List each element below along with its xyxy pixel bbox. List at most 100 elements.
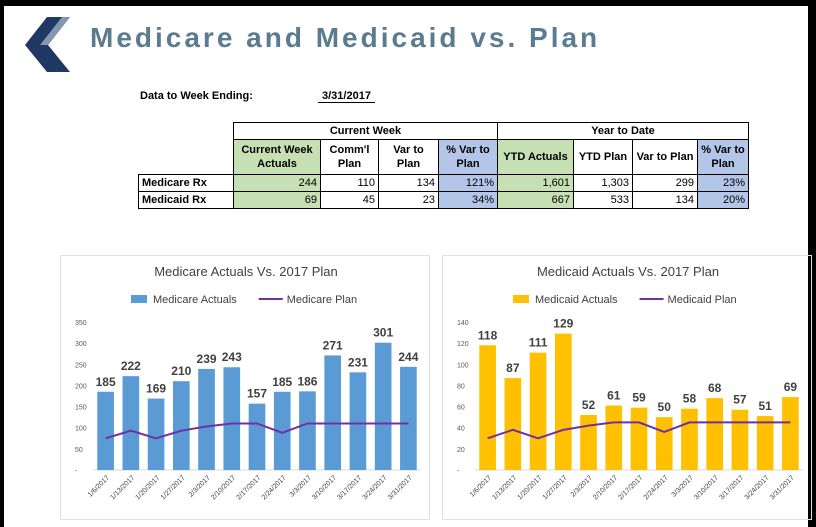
y-tick-label: 100	[457, 362, 469, 369]
x-tick-label: 1/13/2017	[491, 474, 518, 501]
data-label: 51	[758, 399, 772, 413]
x-tick-label: 2/10/2017	[592, 474, 619, 501]
logo-shade	[40, 17, 70, 45]
x-tick-label: 2/10/2017	[210, 474, 237, 501]
bar	[681, 408, 698, 470]
data-label: 129	[553, 317, 573, 331]
summary-table: Current Week Year to Date Current Week Act…	[138, 122, 749, 209]
row-label: Medicare Rx	[138, 174, 234, 192]
x-tick-label: 3/10/2017	[311, 474, 338, 501]
y-tick-label: 120	[457, 341, 469, 348]
y-tick-label: 350	[75, 320, 87, 327]
bar	[400, 366, 417, 470]
data-label: 210	[171, 364, 191, 378]
cell: 1,303	[573, 174, 633, 192]
cell: 667	[497, 191, 574, 209]
chart: Medicaid Actuals Vs. 2017 Plan Medicaid A…	[457, 264, 803, 501]
column-header: % Var to Plan	[438, 139, 498, 175]
x-tick-label: 3/31/2017	[769, 474, 796, 501]
bar	[198, 368, 215, 470]
bar	[324, 355, 342, 470]
group-header: Current Week	[233, 122, 498, 140]
y-tick-label: 300	[75, 341, 87, 348]
bar	[248, 403, 266, 470]
cell: 69	[233, 191, 321, 209]
bar	[273, 391, 291, 470]
data-label: 111	[529, 336, 548, 350]
data-label: 157	[247, 387, 267, 401]
line	[105, 422, 409, 440]
x-tick-label: 3/24/2017	[744, 474, 771, 501]
data-label: 185	[96, 375, 116, 389]
cell: 45	[320, 191, 379, 209]
x-tick-label: 2/17/2017	[617, 474, 644, 501]
group-header: Year to Date	[497, 122, 749, 140]
data-label: 239	[197, 352, 217, 366]
legend-label: Medicaid Actuals	[535, 294, 618, 306]
y-tick-label: -	[75, 468, 78, 475]
x-tick-label: 1/20/2017	[517, 474, 544, 501]
chart: Medicare Actuals Vs. 2017 Plan Medicare A…	[75, 264, 421, 501]
bar	[554, 333, 572, 470]
x-tick-label: 3/17/2017	[718, 474, 745, 501]
data-label: 57	[733, 393, 747, 407]
x-tick-label: 3/3/2017	[289, 474, 313, 498]
y-tick-label: 50	[75, 447, 83, 454]
data-label: 69	[784, 380, 798, 394]
y-tick-label: 100	[75, 426, 87, 433]
y-tick-label: 60	[457, 405, 465, 412]
cell: 1,601	[497, 174, 574, 192]
y-tick-label: 150	[75, 405, 87, 412]
bar	[349, 372, 367, 470]
x-tick-label: 3/3/2017	[671, 474, 695, 498]
data-label: 118	[478, 328, 498, 342]
data-label: 185	[272, 375, 292, 389]
x-tick-label: 3/24/2017	[362, 474, 389, 501]
y-tick-label: 80	[457, 383, 465, 390]
bar	[223, 367, 241, 470]
y-tick-label: 250	[75, 362, 87, 369]
column-header: YTD Plan	[573, 139, 633, 175]
x-tick-label: 1/27/2017	[160, 474, 187, 501]
x-tick-label: 1/20/2017	[135, 474, 162, 501]
data-row: Medicaid Rx 69 45 23 34% 667 533 134 20%	[138, 191, 749, 209]
cell: 134	[378, 174, 439, 192]
data-label: 186	[297, 374, 317, 388]
header-row: Current Week Actuals Comm'l Plan Var to Pl…	[139, 139, 749, 175]
data-label: 52	[582, 398, 596, 412]
cell: 134	[632, 191, 698, 209]
bar	[706, 398, 724, 470]
data-label: 244	[398, 350, 418, 364]
x-tick-label: 2/17/2017	[235, 474, 262, 501]
y-tick-label: 20	[457, 447, 465, 454]
bar	[172, 381, 190, 470]
data-label: 222	[121, 359, 141, 373]
week-label: Data to Week Ending:	[140, 90, 253, 102]
column-header: Var to Plan	[378, 139, 439, 175]
x-tick-label: 2/3/2017	[188, 474, 212, 498]
bar	[605, 405, 623, 470]
week-value: 3/31/2017	[318, 90, 375, 103]
data-row: Medicare Rx 244 110 134 121% 1,601 1,303 299 23%	[138, 174, 749, 192]
x-tick-label: 2/24/2017	[643, 474, 670, 501]
bar	[630, 407, 648, 470]
cell: 299	[632, 174, 698, 192]
cell: 23	[378, 191, 439, 209]
cell: 23%	[697, 174, 749, 192]
cell: 121%	[438, 174, 498, 192]
bar	[529, 352, 547, 470]
chart-panel: Medicare Actuals Vs. 2017 Plan Medicare A…	[60, 255, 430, 520]
y-tick-label: 40	[457, 426, 465, 433]
empty	[139, 123, 234, 140]
column-header: YTD Actuals	[497, 139, 574, 175]
data-label: 50	[658, 400, 672, 414]
legend-label: Medicare Plan	[287, 294, 357, 306]
column-header: Var to Plan	[632, 139, 698, 175]
cell: 244	[233, 174, 321, 192]
legend-swatch	[131, 295, 147, 303]
bar	[655, 417, 673, 470]
bar	[782, 397, 799, 470]
data-label: 243	[222, 350, 242, 364]
